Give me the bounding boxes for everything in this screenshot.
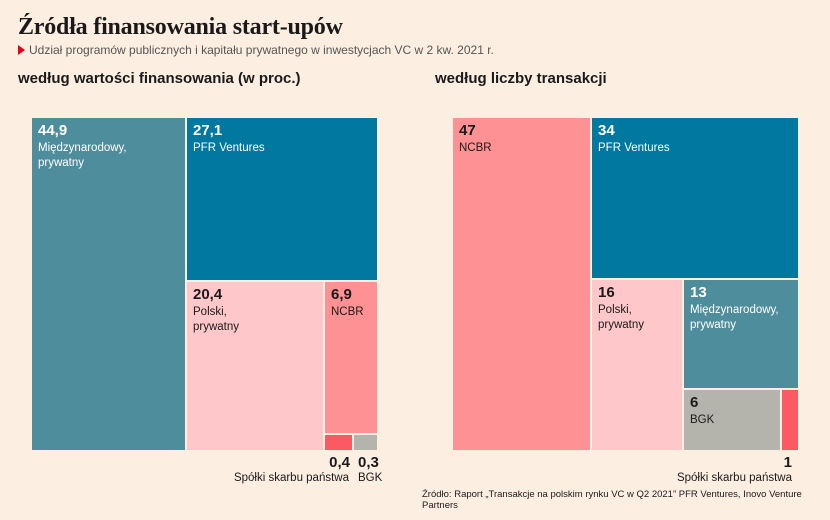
left-tile-ncbr-label: NCBR — [331, 306, 364, 318]
left-tile-ncbr-rect — [325, 282, 377, 433]
left-tile-spolki-skarbu-panstwa-annot-value: 0,4 — [329, 454, 351, 471]
right-tile-pfr-ventures-label: PFR Ventures — [598, 142, 670, 154]
left-panel-title: według wartości finansowania (w proc.) — [18, 70, 301, 87]
left-tile-bgk-annot-label: BGK — [358, 472, 383, 484]
right-tile-miedzynarodowy-prywatny-value: 13 — [690, 284, 707, 301]
left-tile-spolki-skarbu-panstwa-annot-label: Spółki skarbu państwa — [234, 472, 350, 484]
left-tile-ncbr-value: 6,9 — [331, 286, 352, 303]
left-tile-miedzynarodowy-prywatny-value: 44,9 — [38, 122, 67, 139]
right-tile-ncbr-value: 47 — [459, 122, 476, 139]
subtitle-text: Udział programów publicznych i kapitału … — [29, 43, 494, 57]
right-tile-ncbr-label: NCBR — [459, 142, 492, 154]
right-tile-pfr-ventures-rect — [592, 118, 798, 278]
left-tile-spolki-skarbu-panstwa-rect — [325, 435, 352, 450]
left-tile-polski-prywatny-rect — [187, 282, 323, 450]
right-tile-spolki-skarbu-panstwa-rect — [782, 390, 798, 450]
right-tile-miedzynarodowy-prywatny-label: Międzynarodowy, — [690, 304, 779, 316]
right-tile-miedzynarodowy-prywatny-label: prywatny — [690, 319, 736, 331]
triangle-marker-icon — [18, 45, 25, 55]
right-tile-spolki-skarbu-panstwa-annot-value: 1 — [784, 454, 792, 471]
right-panel-title: według liczby transakcji — [435, 70, 607, 87]
right-tile-polski-prywatny-value: 16 — [598, 284, 615, 301]
right-tile-spolki-skarbu-panstwa-annot-label: Spółki skarbu państwa — [677, 472, 793, 484]
left-tile-polski-prywatny-label: prywatny — [193, 321, 239, 333]
right-tile-polski-prywatny-label: prywatny — [598, 319, 644, 331]
right-tile-polski-prywatny-rect — [592, 280, 682, 450]
right-tile-bgk-value: 6 — [690, 394, 698, 411]
right-tile-miedzynarodowy-prywatny-rect — [684, 280, 798, 388]
right-tile-polski-prywatny-label: Polski, — [598, 304, 632, 316]
chart-subtitle: Udział programów publicznych i kapitału … — [18, 43, 494, 57]
source-note: Źródło: Raport „Transakcje na polskim ry… — [422, 489, 802, 511]
left-tile-pfr-ventures-value: 27,1 — [193, 122, 222, 139]
right-tile-bgk-label: BGK — [690, 414, 715, 426]
left-tile-miedzynarodowy-prywatny-label: prywatny — [38, 157, 84, 169]
left-tile-miedzynarodowy-prywatny-label: Międzynarodowy, — [38, 142, 127, 154]
right-tile-bgk-rect — [684, 390, 780, 450]
left-tile-pfr-ventures-rect — [187, 118, 377, 280]
chart-title: Źródła finansowania start-upów — [18, 14, 343, 40]
left-tile-bgk-rect — [354, 435, 377, 450]
left-tile-bgk-annot-value: 0,3 — [358, 454, 379, 471]
left-tile-polski-prywatny-label: Polski, — [193, 306, 227, 318]
left-tile-pfr-ventures-label: PFR Ventures — [193, 142, 265, 154]
left-tile-polski-prywatny-value: 20,4 — [193, 286, 223, 303]
right-tile-pfr-ventures-value: 34 — [598, 122, 615, 139]
right-tile-ncbr-rect — [453, 118, 590, 450]
left-tile-miedzynarodowy-prywatny-rect — [32, 118, 185, 450]
